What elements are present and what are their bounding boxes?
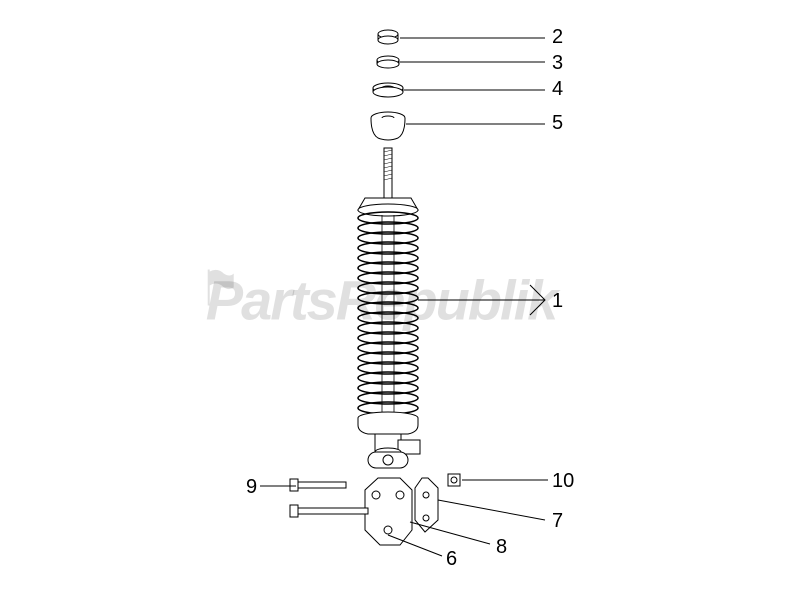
parts-diagram: 1 2 3 4 5 6 7 8 9 10 PartsRepublik bbox=[0, 0, 800, 600]
part-bracket-nut bbox=[448, 474, 460, 486]
callout-5: 5 bbox=[552, 112, 563, 135]
callout-3: 3 bbox=[552, 52, 563, 75]
part-rubber-bushing bbox=[371, 112, 405, 140]
callout-6: 6 bbox=[446, 548, 457, 571]
shock-rod bbox=[384, 148, 392, 198]
callout-7: 7 bbox=[552, 510, 563, 533]
part-spring bbox=[358, 212, 418, 415]
part-split-washer bbox=[377, 56, 399, 68]
spring-bottom-seat bbox=[358, 412, 418, 434]
callout-10: 10 bbox=[552, 470, 574, 493]
diagram-svg bbox=[0, 0, 800, 600]
callout-8: 8 bbox=[496, 536, 507, 559]
callout-9: 9 bbox=[246, 476, 257, 499]
part-bracket bbox=[365, 478, 438, 545]
part-bolts bbox=[290, 479, 368, 517]
callout-1: 1 bbox=[552, 290, 563, 313]
part-top-nut bbox=[378, 30, 398, 44]
callout-4: 4 bbox=[552, 78, 563, 101]
callout-2: 2 bbox=[552, 26, 563, 49]
part-flat-washer bbox=[373, 83, 403, 97]
lower-body bbox=[368, 434, 420, 468]
